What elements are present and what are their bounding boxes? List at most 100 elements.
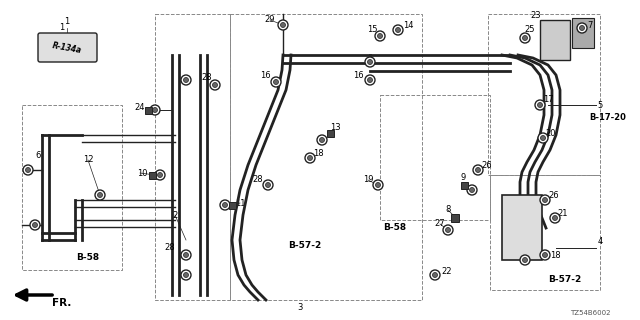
Circle shape xyxy=(150,105,160,115)
Bar xyxy=(326,130,333,137)
Text: 10: 10 xyxy=(137,169,147,178)
Circle shape xyxy=(535,100,545,110)
Text: 22: 22 xyxy=(442,268,452,276)
Text: 13: 13 xyxy=(330,124,340,132)
Circle shape xyxy=(538,133,548,143)
Text: 14: 14 xyxy=(403,20,413,29)
Circle shape xyxy=(476,167,481,172)
Text: 15: 15 xyxy=(367,26,377,35)
Circle shape xyxy=(367,77,372,83)
Text: 11: 11 xyxy=(235,198,245,207)
Circle shape xyxy=(26,167,31,172)
Circle shape xyxy=(319,138,324,142)
Bar xyxy=(145,107,152,114)
Bar xyxy=(572,18,594,48)
Text: B-57-2: B-57-2 xyxy=(548,276,582,284)
Circle shape xyxy=(541,135,545,140)
Text: 1: 1 xyxy=(60,23,65,33)
Circle shape xyxy=(266,182,271,188)
Circle shape xyxy=(538,102,543,108)
Circle shape xyxy=(577,23,587,33)
Circle shape xyxy=(373,180,383,190)
Circle shape xyxy=(181,250,191,260)
Circle shape xyxy=(445,228,451,233)
Circle shape xyxy=(157,172,163,178)
Text: 27: 27 xyxy=(435,220,445,228)
Text: 16: 16 xyxy=(353,71,364,81)
Circle shape xyxy=(317,135,327,145)
Text: FR.: FR. xyxy=(52,298,72,308)
Circle shape xyxy=(280,22,285,28)
Text: 20: 20 xyxy=(546,129,556,138)
Text: B-17-20: B-17-20 xyxy=(589,114,627,123)
Circle shape xyxy=(181,75,191,85)
Bar xyxy=(490,175,600,290)
Circle shape xyxy=(473,165,483,175)
Bar xyxy=(230,14,422,300)
Text: 21: 21 xyxy=(557,209,568,218)
Text: 9: 9 xyxy=(460,173,466,182)
Circle shape xyxy=(540,250,550,260)
Circle shape xyxy=(365,75,375,85)
Circle shape xyxy=(307,156,312,161)
Bar xyxy=(148,172,156,179)
Circle shape xyxy=(543,252,547,258)
Circle shape xyxy=(223,203,227,207)
Circle shape xyxy=(263,180,273,190)
Circle shape xyxy=(376,182,381,188)
Bar xyxy=(461,181,467,188)
Text: 18: 18 xyxy=(550,251,560,260)
Circle shape xyxy=(467,185,477,195)
Circle shape xyxy=(23,165,33,175)
Circle shape xyxy=(522,36,527,41)
Text: 4: 4 xyxy=(597,237,603,246)
Circle shape xyxy=(184,77,189,83)
Circle shape xyxy=(181,270,191,280)
Text: 18: 18 xyxy=(511,252,522,260)
Text: B-57-2: B-57-2 xyxy=(289,241,322,250)
Bar xyxy=(502,195,542,260)
Circle shape xyxy=(579,26,584,30)
Circle shape xyxy=(550,213,560,223)
Circle shape xyxy=(33,222,38,228)
Bar xyxy=(155,14,230,300)
Text: 3: 3 xyxy=(298,303,303,313)
Bar xyxy=(488,14,600,175)
Text: 25: 25 xyxy=(525,26,535,35)
Text: B-58: B-58 xyxy=(76,253,100,262)
Text: 26: 26 xyxy=(548,191,559,201)
Text: 23: 23 xyxy=(531,12,541,20)
Circle shape xyxy=(212,83,218,87)
Text: 24: 24 xyxy=(135,103,145,113)
Bar xyxy=(540,20,570,60)
Circle shape xyxy=(375,31,385,41)
Circle shape xyxy=(305,153,315,163)
Text: 1: 1 xyxy=(65,18,70,27)
Circle shape xyxy=(210,80,220,90)
Circle shape xyxy=(95,190,105,200)
Circle shape xyxy=(443,225,453,235)
Text: 19: 19 xyxy=(363,175,373,185)
Circle shape xyxy=(273,79,278,84)
Circle shape xyxy=(520,33,530,43)
Circle shape xyxy=(220,200,230,210)
Circle shape xyxy=(155,170,165,180)
Text: B-58: B-58 xyxy=(383,223,406,233)
Text: 26: 26 xyxy=(482,161,492,170)
Circle shape xyxy=(540,195,550,205)
Bar xyxy=(380,95,490,220)
Circle shape xyxy=(520,255,530,265)
Bar xyxy=(22,105,122,270)
Circle shape xyxy=(278,20,288,30)
Circle shape xyxy=(378,34,383,38)
Bar xyxy=(228,202,236,209)
Bar xyxy=(451,214,459,222)
Circle shape xyxy=(543,197,547,203)
Text: 28: 28 xyxy=(202,74,212,83)
Circle shape xyxy=(271,77,281,87)
FancyBboxPatch shape xyxy=(38,33,97,62)
Text: 29: 29 xyxy=(265,15,275,25)
Circle shape xyxy=(470,188,474,193)
Text: 28: 28 xyxy=(164,244,175,252)
Circle shape xyxy=(393,25,403,35)
